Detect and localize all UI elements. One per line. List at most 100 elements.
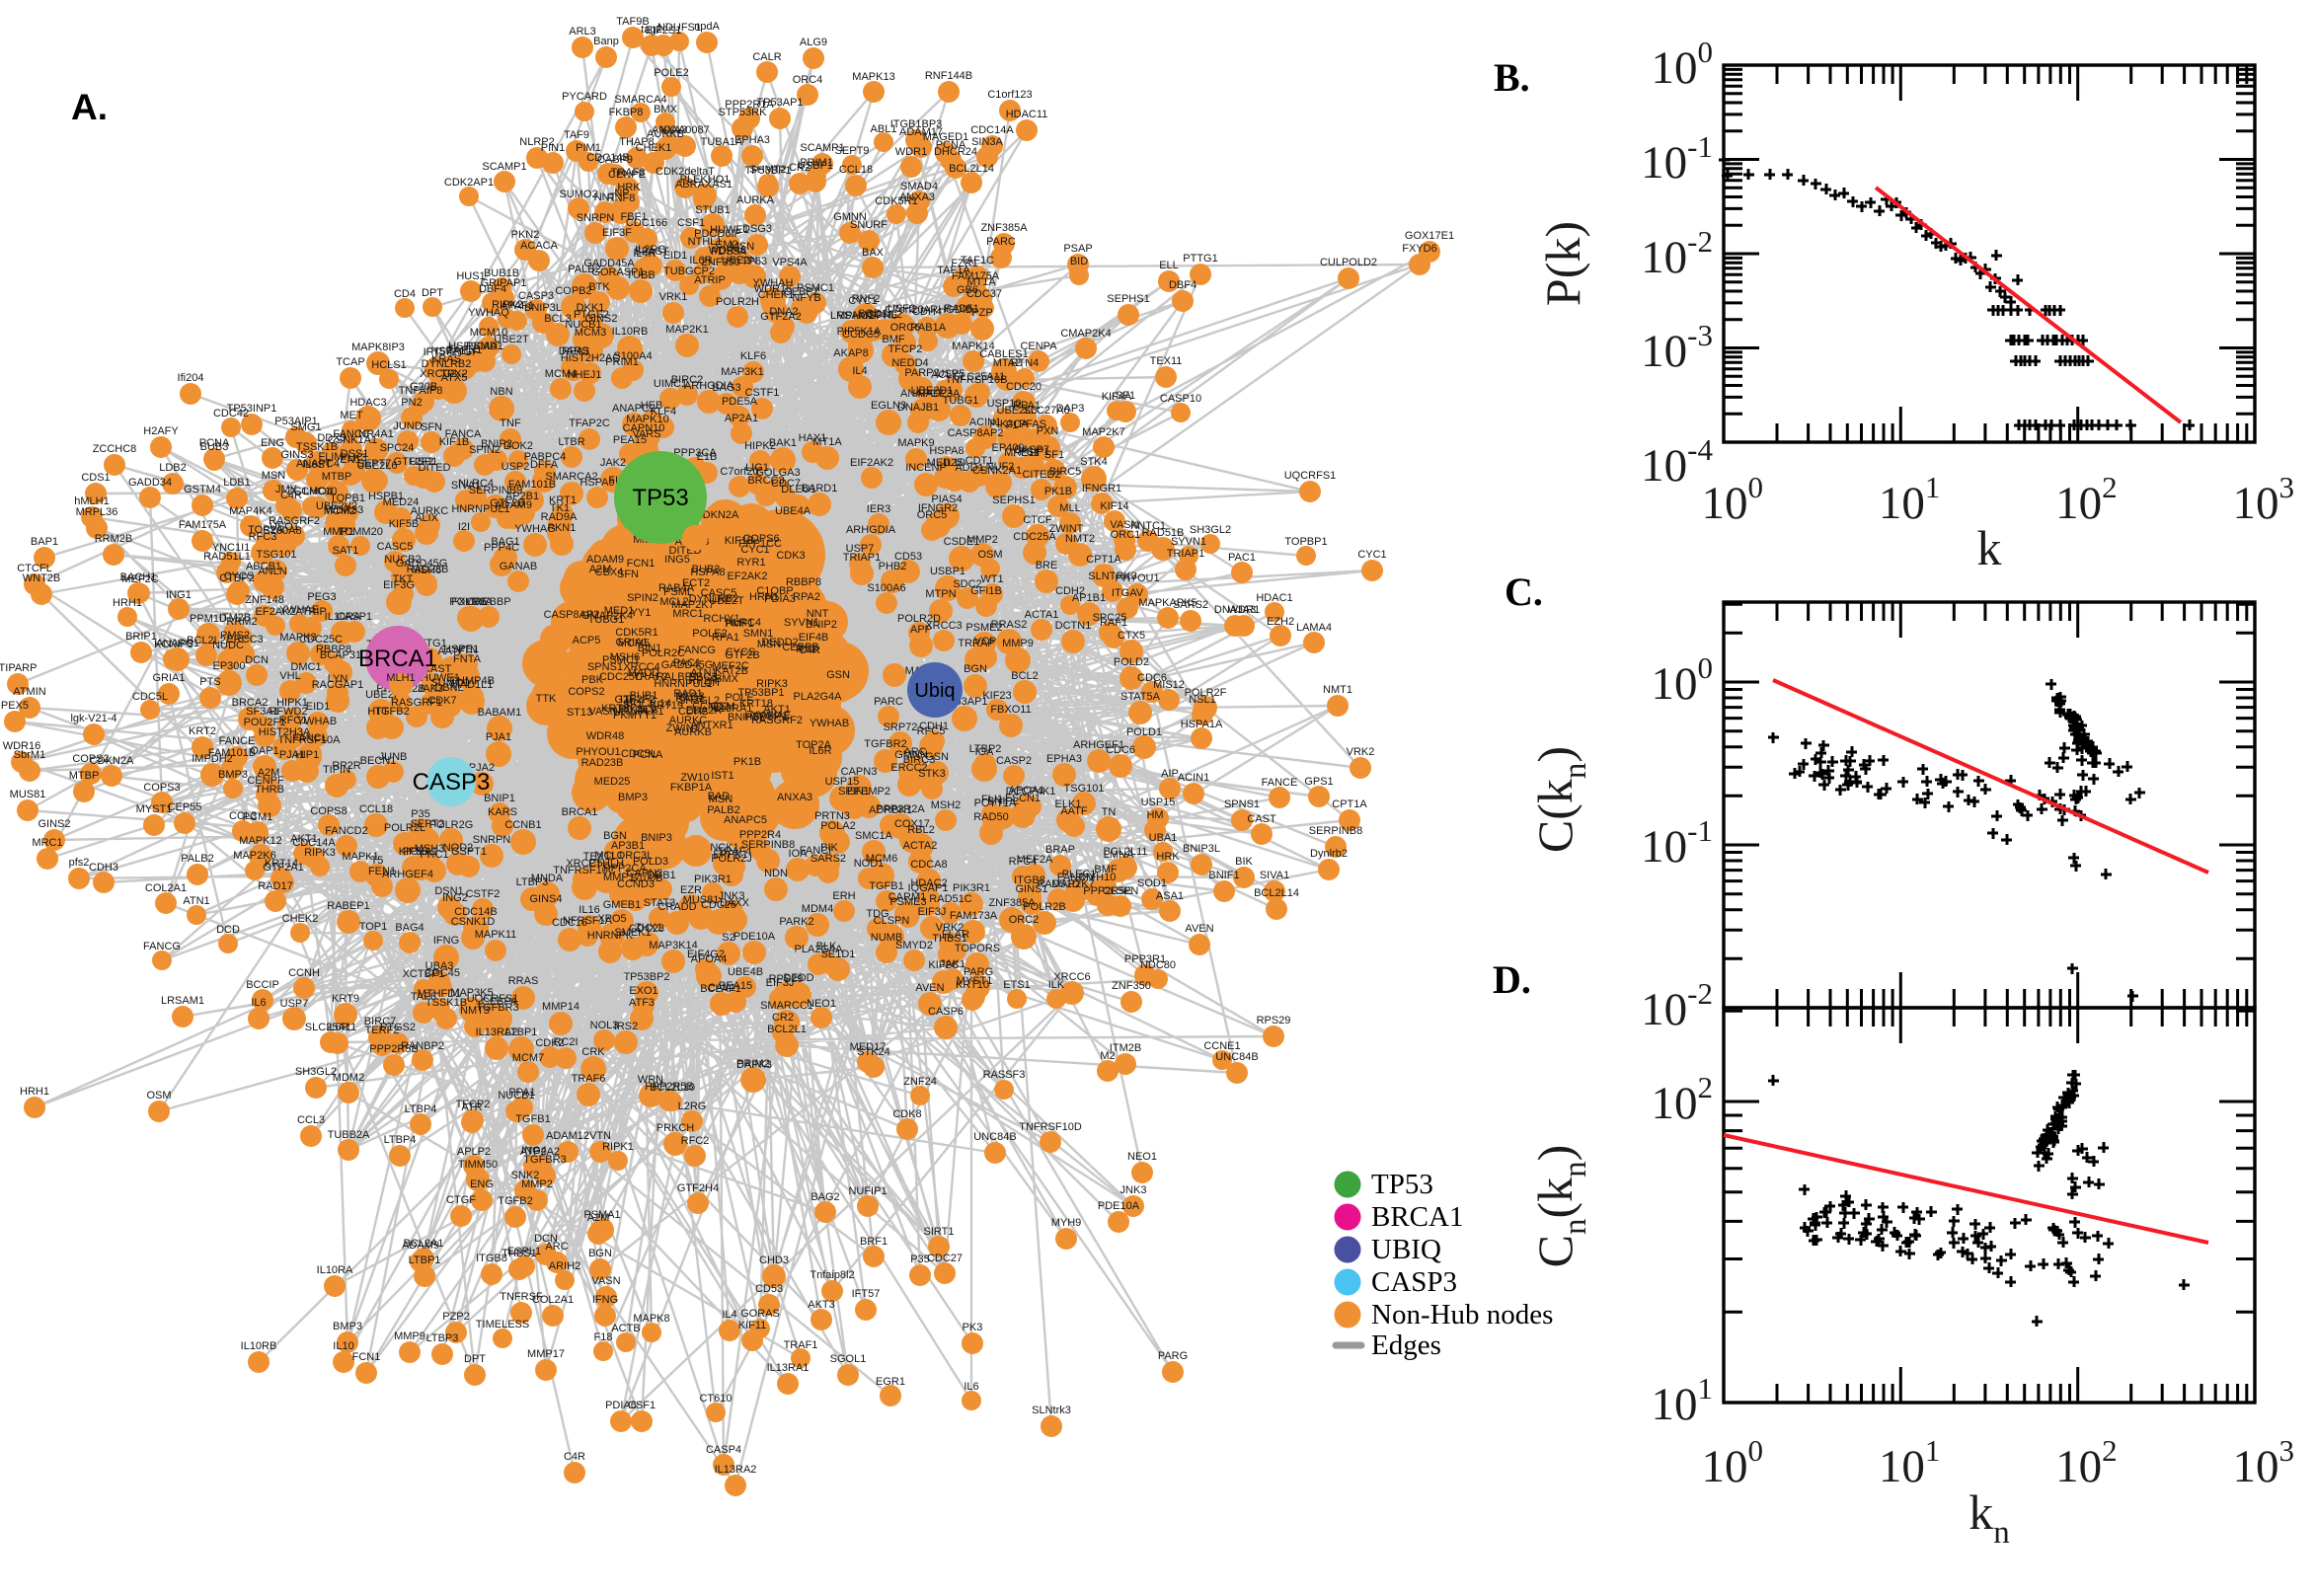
svg-text:LDB2: LDB2 <box>159 462 187 474</box>
svg-text:POLR2B: POLR2B <box>1023 901 1065 913</box>
svg-text:POLR2H: POLR2H <box>716 296 759 308</box>
svg-text:EXO1: EXO1 <box>629 985 657 997</box>
svg-text:LTBP4: LTBP4 <box>384 1134 417 1146</box>
svg-text:RALBP1: RALBP1 <box>656 671 698 683</box>
svg-text:A2M: A2M <box>258 767 280 779</box>
svg-text:PARP2: PARP2 <box>904 367 939 379</box>
svg-text:FAM175A: FAM175A <box>179 519 227 531</box>
svg-text:TOPORS: TOPORS <box>955 943 1000 954</box>
svg-text:IL10: IL10 <box>333 1340 353 1352</box>
svg-text:TOMM20: TOMM20 <box>338 526 383 538</box>
svg-text:SIRT1: SIRT1 <box>924 1226 955 1238</box>
svg-text:PRIM2: PRIM2 <box>736 1058 770 1070</box>
svg-text:A2M: A2M <box>587 1212 610 1224</box>
svg-text:UBE4B: UBE4B <box>728 966 763 978</box>
svg-text:BIRC5: BIRC5 <box>1049 466 1081 478</box>
svg-text:ETS1: ETS1 <box>1003 979 1031 991</box>
svg-text:MYST1: MYST1 <box>136 803 173 815</box>
svg-text:BAG4: BAG4 <box>395 922 424 934</box>
svg-text:RIPK3: RIPK3 <box>756 678 788 690</box>
svg-text:AKT1: AKT1 <box>290 833 318 845</box>
svg-text:STAT5A: STAT5A <box>1120 691 1161 703</box>
svg-text:MUS81: MUS81 <box>683 894 720 906</box>
svg-text:PK1B: PK1B <box>733 756 761 768</box>
svg-text:GADD34: GADD34 <box>128 477 172 489</box>
svg-text:PARK2: PARK2 <box>779 916 813 928</box>
svg-text:SOD1: SOD1 <box>1137 877 1167 889</box>
svg-text:DMC1: DMC1 <box>290 661 321 673</box>
svg-text:BCL2: BCL2 <box>1011 670 1039 682</box>
svg-text:CLSPN: CLSPN <box>1103 885 1139 897</box>
svg-text:CSTF2: CSTF2 <box>466 888 501 900</box>
svg-text:CCL18: CCL18 <box>839 164 873 176</box>
svg-text:PN2: PN2 <box>401 397 422 409</box>
svg-text:HRK: HRK <box>1156 851 1180 863</box>
svg-text:MMP9: MMP9 <box>1002 638 1034 649</box>
svg-text:PTTG1: PTTG1 <box>1183 253 1217 265</box>
svg-text:ITGB1BP3: ITGB1BP3 <box>890 118 943 130</box>
svg-text:CMAP2K4: CMAP2K4 <box>1060 328 1111 340</box>
svg-text:COX17: COX17 <box>894 818 930 830</box>
svg-text:ZCCHC8: ZCCHC8 <box>93 443 137 455</box>
svg-text:F18: F18 <box>594 1331 613 1343</box>
svg-text:WNT2B: WNT2B <box>23 572 61 584</box>
svg-text:CCDC5: CCDC5 <box>842 329 880 341</box>
svg-text:MAP4K4: MAP4K4 <box>229 505 271 517</box>
svg-text:NLRP2: NLRP2 <box>519 136 554 148</box>
svg-text:C1QBP: C1QBP <box>756 585 793 597</box>
svg-text:CCL3: CCL3 <box>297 1114 325 1126</box>
svg-text:TOP1: TOP1 <box>359 921 388 933</box>
svg-text:PKN2: PKN2 <box>511 229 540 241</box>
svg-text:PCNA: PCNA <box>199 437 230 449</box>
svg-text:TNFRSF10D: TNFRSF10D <box>1019 1121 1082 1133</box>
svg-text:IFNGR1: IFNGR1 <box>1082 483 1121 494</box>
svg-text:EGR1: EGR1 <box>876 1376 905 1388</box>
svg-text:MT1A: MT1A <box>812 436 842 448</box>
svg-text:PEG3: PEG3 <box>307 591 336 603</box>
svg-text:TEX11: TEX11 <box>583 851 616 863</box>
svg-text:THBS1: THBS1 <box>502 1248 536 1259</box>
svg-text:MDM4: MDM4 <box>802 903 833 915</box>
svg-text:ALG9: ALG9 <box>800 37 827 48</box>
svg-text:SLC25A11: SLC25A11 <box>954 371 1005 383</box>
svg-text:USP7: USP7 <box>280 998 309 1010</box>
svg-text:TP53: TP53 <box>632 485 688 511</box>
svg-text:pfs2: pfs2 <box>69 857 90 869</box>
svg-text:BNIP3L: BNIP3L <box>524 302 562 314</box>
svg-text:MED25: MED25 <box>594 776 631 788</box>
svg-text:UQCRFS1: UQCRFS1 <box>1284 470 1337 482</box>
svg-text:DHCR24: DHCR24 <box>934 146 977 158</box>
svg-text:JMY: JMY <box>275 484 298 495</box>
svg-text:PPM1D: PPM1D <box>190 613 227 625</box>
svg-text:ING1: ING1 <box>166 589 192 601</box>
svg-text:Tnfaip8l2: Tnfaip8l2 <box>810 1269 854 1281</box>
svg-text:AVEN: AVEN <box>1185 923 1213 935</box>
svg-text:GANAB: GANAB <box>500 561 538 572</box>
svg-text:GSN: GSN <box>826 669 850 681</box>
svg-text:POLA2: POLA2 <box>820 820 855 832</box>
svg-text:BARD1: BARD1 <box>802 483 838 494</box>
svg-text:PK3: PK3 <box>963 1322 983 1333</box>
svg-text:HSPA8: HSPA8 <box>929 445 964 457</box>
svg-text:HDAC2: HDAC2 <box>910 877 947 889</box>
svg-text:ANXA3: ANXA3 <box>777 792 812 803</box>
svg-text:TOPBP1: TOPBP1 <box>1284 536 1327 548</box>
svg-text:MMP14: MMP14 <box>542 1001 579 1013</box>
svg-text:IL2RG: IL2RG <box>635 244 666 256</box>
svg-text:RNF144B: RNF144B <box>925 70 972 82</box>
svg-text:CASP3: CASP3 <box>413 769 491 796</box>
svg-text:RPA2: RPA2 <box>793 591 820 603</box>
svg-text:COPS2: COPS2 <box>568 686 604 698</box>
svg-text:LTBP2: LTBP2 <box>969 743 1002 755</box>
svg-text:DKK1: DKK1 <box>577 302 605 314</box>
svg-text:IL13RA2: IL13RA2 <box>476 1026 518 1038</box>
svg-text:PPP2R5B: PPP2R5B <box>645 1081 694 1093</box>
svg-text:IL13RA1: IL13RA1 <box>711 703 753 715</box>
svg-text:IL13RA1: IL13RA1 <box>767 1362 810 1374</box>
svg-text:BMP3: BMP3 <box>218 769 248 781</box>
svg-text:RRM2: RRM2 <box>226 616 257 628</box>
svg-text:OSM: OSM <box>977 549 1002 561</box>
svg-text:PLA2G4A: PLA2G4A <box>794 691 843 703</box>
svg-text:GADD45A: GADD45A <box>583 258 635 269</box>
svg-text:CDH1: CDH1 <box>919 721 949 732</box>
